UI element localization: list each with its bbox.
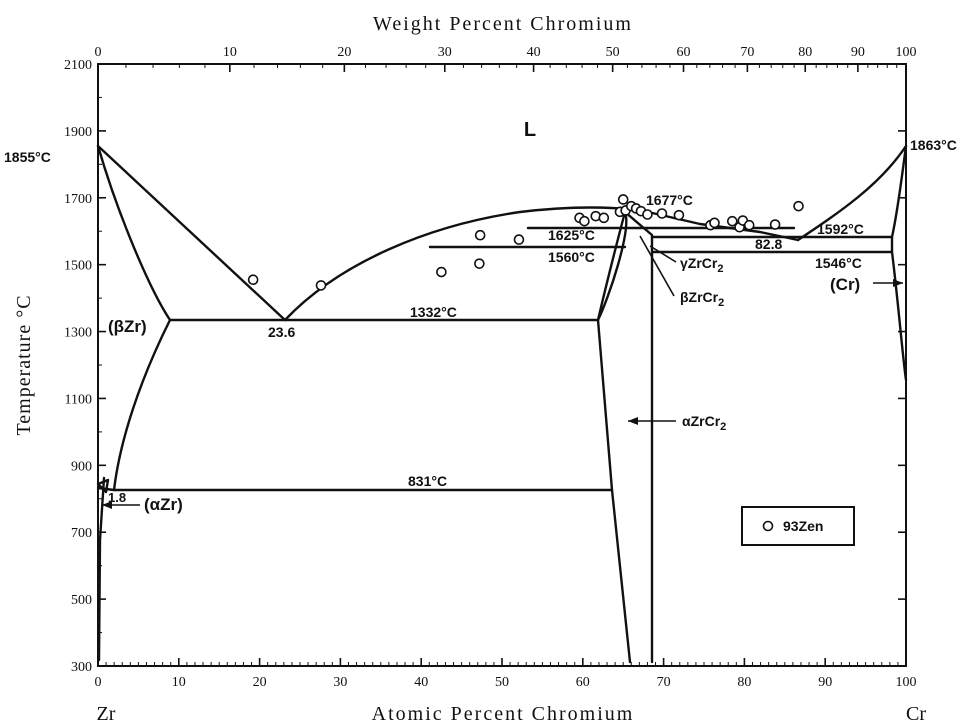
left-tick-label: 1700 — [64, 192, 92, 207]
cr-solvus — [892, 146, 906, 237]
bottom-axis-ticks: 0 10 20 30 40 50 60 70 80 90 100 — [95, 658, 917, 690]
legend-label: 93Zen — [783, 518, 823, 534]
bottom-axis-title: Atomic Percent Chromium — [372, 703, 635, 724]
plot-frame — [98, 64, 906, 666]
data-point — [710, 218, 719, 227]
bottom-tick-label: 10 — [172, 675, 186, 690]
data-point — [771, 220, 780, 229]
data-point — [514, 235, 523, 244]
data-point — [794, 202, 803, 211]
peritectic-1560-label: 1560°C — [548, 249, 595, 265]
data-point — [674, 211, 683, 220]
cr-solvus-lower — [892, 237, 906, 380]
bottom-tick-label: 50 — [495, 675, 509, 690]
left-tick-label: 300 — [71, 660, 92, 675]
left-axis-title: Temperature °C — [13, 294, 35, 435]
beta-zr-solvus — [114, 320, 170, 490]
alpha-zr-phase-label: (αZr) — [144, 495, 183, 514]
legend-marker — [764, 522, 773, 531]
top-tick-label: 20 — [337, 45, 351, 60]
congruent-label: 1677°C — [646, 192, 693, 208]
top-axis-ticks: 0 10 20 30 40 50 60 70 80 90 100 — [95, 45, 917, 72]
top-tick-label: 70 — [740, 45, 754, 60]
data-point — [437, 268, 446, 277]
experimental-points — [249, 195, 803, 290]
legend: 93Zen — [742, 507, 854, 545]
cr-arrowhead — [893, 279, 903, 287]
bottom-tick-label: 30 — [333, 675, 347, 690]
data-point — [580, 217, 589, 226]
bottom-tick-label: 90 — [818, 675, 832, 690]
top-axis-title: Weight Percent Chromium — [373, 13, 633, 35]
solidus-beta-zr — [98, 146, 170, 320]
beta-zrcr2-label: βZrCr2 — [680, 289, 724, 309]
phase-boundaries — [98, 146, 906, 662]
bottom-tick-label: 60 — [576, 675, 590, 690]
beta-zr-phase-label: (βZr) — [108, 317, 147, 336]
data-point — [476, 231, 485, 240]
bottom-tick-label: 70 — [657, 675, 671, 690]
top-tick-label: 40 — [527, 45, 541, 60]
left-tick-label: 500 — [71, 593, 92, 608]
left-tick-label: 700 — [71, 526, 92, 541]
top-tick-label: 80 — [798, 45, 812, 60]
eutectic-23-6-label: 23.6 — [268, 324, 295, 340]
data-point — [599, 213, 608, 222]
top-tick-label: 50 — [606, 45, 620, 60]
data-point — [317, 281, 326, 290]
top-tick-label: 90 — [851, 45, 865, 60]
liquid-label: L — [524, 119, 536, 141]
top-tick-label: 30 — [438, 45, 452, 60]
liquidus-zr-side — [98, 146, 285, 320]
left-tick-label: 900 — [71, 459, 92, 474]
top-tick-label: 10 — [223, 45, 237, 60]
bottom-tick-label: 20 — [253, 675, 267, 690]
cr-transition-label: 1546°C — [815, 255, 862, 271]
left-tick-label: 2100 — [64, 58, 92, 73]
alpha-zrcr2-label: αZrCr2 — [682, 413, 726, 433]
left-tick-label: 1900 — [64, 125, 92, 140]
data-point — [475, 259, 484, 268]
eutectic-1332-label: 1332°C — [410, 304, 457, 320]
eutectic-1592-label: 1592°C — [817, 221, 864, 237]
alpha-zrcr2-arrowhead — [628, 417, 638, 425]
laves-right-upper — [625, 212, 652, 662]
element-cr: Cr — [906, 703, 926, 724]
left-tick-label: 1500 — [64, 259, 92, 274]
top-tick-label: 0 — [95, 45, 102, 60]
top-tick-label: 100 — [896, 45, 917, 60]
data-point — [249, 275, 258, 284]
left-tick-label: 1100 — [65, 392, 92, 407]
top-tick-label: 60 — [677, 45, 691, 60]
cr-melting-label: 1863°C — [910, 137, 957, 153]
gamma-zrcr2-label: γZrCr2 — [680, 255, 723, 275]
bottom-tick-label: 100 — [896, 675, 917, 690]
alpha-zr-comp-label: 1.8 — [108, 490, 126, 505]
eutectic-82-8-label: 82.8 — [755, 236, 782, 252]
bottom-tick-label: 0 — [95, 675, 102, 690]
left-tick-label: 1300 — [64, 326, 92, 341]
data-point — [745, 221, 754, 230]
data-point — [657, 209, 666, 218]
annotation-arrows — [102, 236, 903, 509]
bottom-tick-label: 80 — [737, 675, 751, 690]
beta-zrcr2-arrow — [640, 236, 674, 296]
left-axis-ticks: 300 500 700 900 1100 1300 1500 1700 1900 2100 — [64, 58, 906, 675]
bottom-tick-label: 40 — [414, 675, 428, 690]
zr-melting-label: 1855°C — [4, 149, 51, 165]
eutectoid-831-label: 831°C — [408, 473, 447, 489]
peritectic-1625-label: 1625°C — [548, 227, 595, 243]
element-zr: Zr — [97, 703, 116, 724]
data-point — [643, 210, 652, 219]
cr-phase-label: (Cr) — [830, 275, 860, 294]
data-point — [619, 195, 628, 204]
